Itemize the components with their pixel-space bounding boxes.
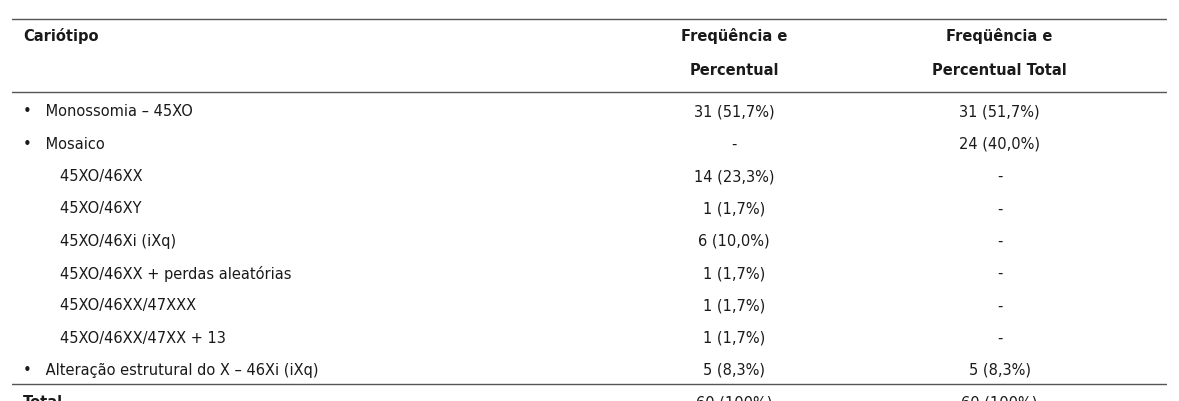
Text: -: - (997, 330, 1002, 345)
Text: -: - (997, 169, 1002, 184)
Text: 45XO/46XX: 45XO/46XX (24, 169, 143, 184)
Text: 45XO/46XX + perdas aleatórias: 45XO/46XX + perdas aleatórias (24, 265, 292, 282)
Text: -: - (997, 233, 1002, 248)
Text: •   Mosaico: • Mosaico (24, 136, 105, 152)
Text: 45XO/46XX/47XXX: 45XO/46XX/47XXX (24, 298, 197, 312)
Text: Percentual Total: Percentual Total (933, 63, 1067, 78)
Text: 60 (100%): 60 (100%) (962, 394, 1038, 401)
Text: 1 (1,7%): 1 (1,7%) (703, 265, 765, 280)
Text: 24 (40,0%): 24 (40,0%) (960, 136, 1040, 152)
Text: •   Alteração estrutural do X – 46Xi (iXq): • Alteração estrutural do X – 46Xi (iXq) (24, 362, 318, 377)
Text: -: - (997, 298, 1002, 312)
Text: -: - (997, 201, 1002, 216)
Text: 45XO/46XY: 45XO/46XY (24, 201, 141, 216)
Text: 5 (8,3%): 5 (8,3%) (969, 362, 1030, 377)
Text: 31 (51,7%): 31 (51,7%) (960, 104, 1040, 119)
Text: Total: Total (24, 394, 64, 401)
Text: •   Monossomia – 45XO: • Monossomia – 45XO (24, 104, 193, 119)
Text: 5 (8,3%): 5 (8,3%) (703, 362, 765, 377)
Text: 1 (1,7%): 1 (1,7%) (703, 298, 765, 312)
Text: 60 (100%): 60 (100%) (696, 394, 772, 401)
Text: Freqüência e: Freqüência e (680, 28, 788, 44)
Text: 45XO/46Xi (iXq): 45XO/46Xi (iXq) (24, 233, 177, 248)
Text: 1 (1,7%): 1 (1,7%) (703, 201, 765, 216)
Text: 31 (51,7%): 31 (51,7%) (693, 104, 775, 119)
Text: -: - (997, 265, 1002, 280)
Text: Percentual: Percentual (690, 63, 778, 78)
Text: Cariótipo: Cariótipo (24, 28, 99, 44)
Text: 14 (23,3%): 14 (23,3%) (693, 169, 775, 184)
Text: 1 (1,7%): 1 (1,7%) (703, 330, 765, 345)
Text: 45XO/46XX/47XX + 13: 45XO/46XX/47XX + 13 (24, 330, 226, 345)
Text: -: - (731, 136, 737, 152)
Text: Freqüência e: Freqüência e (947, 28, 1053, 44)
Text: 6 (10,0%): 6 (10,0%) (698, 233, 770, 248)
